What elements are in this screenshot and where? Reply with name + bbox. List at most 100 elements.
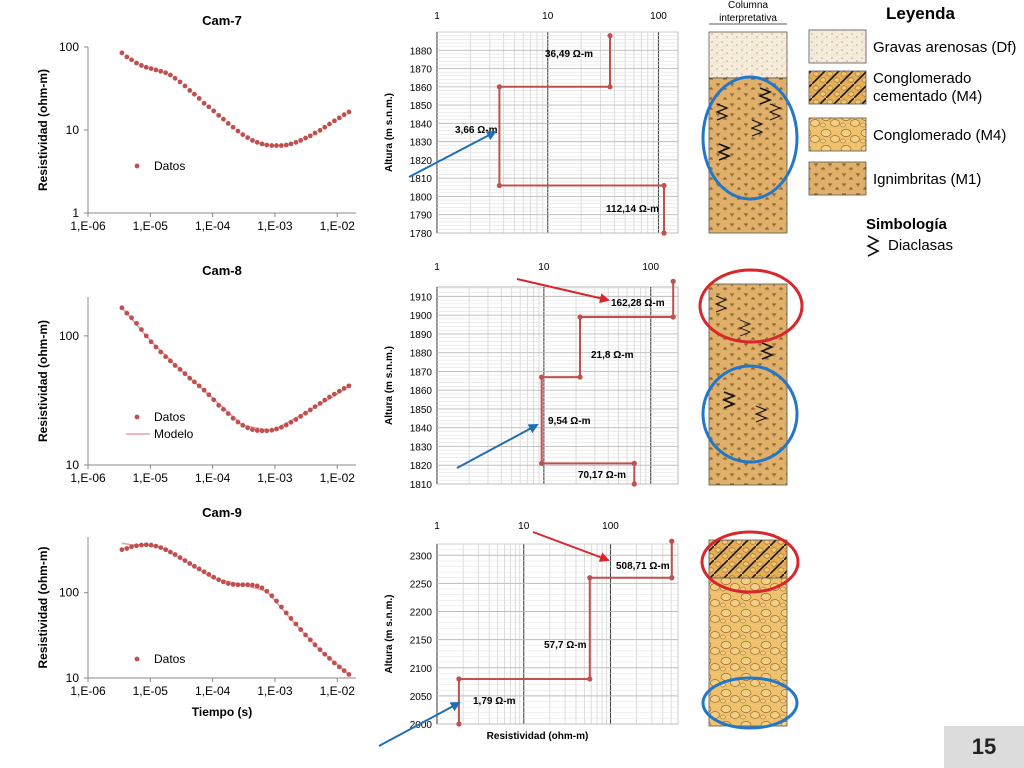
- data-point: [153, 344, 159, 350]
- data-point: [167, 72, 173, 78]
- data-point: [327, 655, 332, 661]
- data-point: [235, 419, 241, 425]
- x-tick-label: 1,E-02: [320, 219, 356, 233]
- y-axis-label: Altura (m s.n.m.): [384, 346, 395, 425]
- step-vertex: [670, 314, 676, 320]
- data-point: [158, 349, 164, 355]
- cam8-model-chart: 1810 1820 1830 1840 1850 1860 1870 1880 1890 1900…: [384, 262, 679, 491]
- data-point: [187, 87, 193, 93]
- data-point: [327, 121, 332, 127]
- x-tick-label: 1,E-02: [320, 684, 356, 698]
- x-tick-label: 1,E-02: [320, 471, 356, 485]
- legend-label: Datos: [154, 410, 185, 424]
- highlight-ring-blue: [701, 676, 799, 730]
- data-point: [303, 135, 308, 141]
- data-point: [225, 121, 231, 126]
- column-cam9-conglomerado-cementado: [708, 539, 788, 579]
- data-point: [148, 542, 154, 548]
- resistivity-annotation: 21,8 Ω-m: [591, 350, 634, 361]
- data-point: [254, 428, 260, 433]
- data-point: [288, 615, 294, 621]
- y-tick-label: 100: [59, 329, 79, 343]
- step-vertex: [496, 182, 503, 189]
- resistivity-annotation: 36,49 Ω-m: [545, 49, 593, 60]
- x-tick-label: 1,E-05: [133, 219, 169, 233]
- x-tick-label: 10: [542, 11, 554, 22]
- legend-title: Leyenda: [886, 4, 956, 23]
- data-point: [283, 610, 289, 616]
- data-point: [177, 79, 183, 85]
- data-point: [288, 141, 294, 147]
- data-point: [163, 547, 169, 553]
- step-vertex: [631, 460, 637, 466]
- data-point: [148, 339, 154, 345]
- resistivity-step-line: [457, 541, 673, 724]
- data-point: [250, 137, 255, 143]
- legend-dot-icon: [134, 163, 140, 169]
- data-point: [264, 588, 270, 594]
- x-tick-label: 10: [518, 521, 530, 532]
- legend-item-label: Ignimbritas (M1): [873, 171, 981, 188]
- step-vertex: [631, 481, 637, 487]
- data-point: [336, 115, 342, 121]
- resistivity-annotation: 508,71 Ω-m: [616, 561, 670, 572]
- y-tick-label: 1880: [410, 46, 433, 57]
- data-point: [129, 57, 134, 63]
- legend-swatch-conglomerado-cementado: [808, 70, 867, 105]
- data-point: [134, 543, 139, 549]
- highlight-ring-red: [700, 530, 800, 594]
- x-tick-label: 1,E-04: [195, 219, 231, 233]
- data-point: [317, 127, 323, 133]
- data-point: [230, 124, 236, 130]
- data-point: [211, 397, 217, 403]
- data-point: [322, 397, 328, 403]
- y-tick-label: 2000: [410, 720, 433, 731]
- data-point: [158, 545, 164, 551]
- chart-title: Cam-9: [202, 505, 242, 520]
- data-point: [191, 563, 197, 569]
- y-axis-label: Resistividad (ohm-m): [36, 69, 50, 191]
- y-tick-label: 1780: [410, 229, 433, 240]
- y-tick-label: 1860: [410, 83, 433, 94]
- data-point: [264, 428, 270, 434]
- data-point: [182, 371, 188, 377]
- y-tick-label: 1800: [410, 192, 433, 203]
- legend-swatch-ignimbritas: [808, 161, 867, 196]
- y-axis-label: Altura (m s.n.m.): [384, 93, 395, 172]
- data-point: [225, 581, 231, 586]
- data-point: [163, 354, 169, 360]
- plot-area: [436, 286, 679, 485]
- data-point: [307, 407, 313, 413]
- legend-item-label: Gravas arenosas (Df): [873, 39, 1016, 56]
- step-vertex: [577, 314, 583, 320]
- data-point: [153, 543, 159, 549]
- data-point: [346, 383, 352, 389]
- y-tick-label: 100: [59, 40, 79, 54]
- data-point: [172, 75, 178, 81]
- data-point: [269, 427, 275, 433]
- step-vertex: [661, 182, 667, 189]
- data-point: [163, 70, 169, 76]
- data-point: [341, 112, 347, 118]
- y-tick-label: 1910: [410, 292, 433, 303]
- data-point: [182, 83, 188, 89]
- y-tick-label: 1810: [410, 480, 433, 491]
- slide-number: 15: [944, 726, 1024, 768]
- highlight-ring-blue: [701, 75, 799, 201]
- data-point: [143, 64, 149, 70]
- data-point: [206, 571, 212, 577]
- step-vertex: [607, 33, 613, 39]
- data-point: [216, 112, 222, 118]
- resistivity-step-line: [540, 281, 675, 484]
- data-point: [119, 547, 125, 553]
- data-point: [307, 133, 313, 139]
- data-point: [254, 139, 260, 145]
- data-point: [216, 577, 222, 583]
- data-point: [235, 128, 241, 134]
- x-tick-label: 10: [538, 262, 550, 273]
- pointer-arrow-blue: [456, 424, 539, 469]
- data-point: [336, 388, 342, 394]
- y-tick-label: 1810: [410, 174, 433, 185]
- pointer-arrow-blue: [378, 702, 461, 747]
- y-tick-label: 1900: [410, 311, 433, 322]
